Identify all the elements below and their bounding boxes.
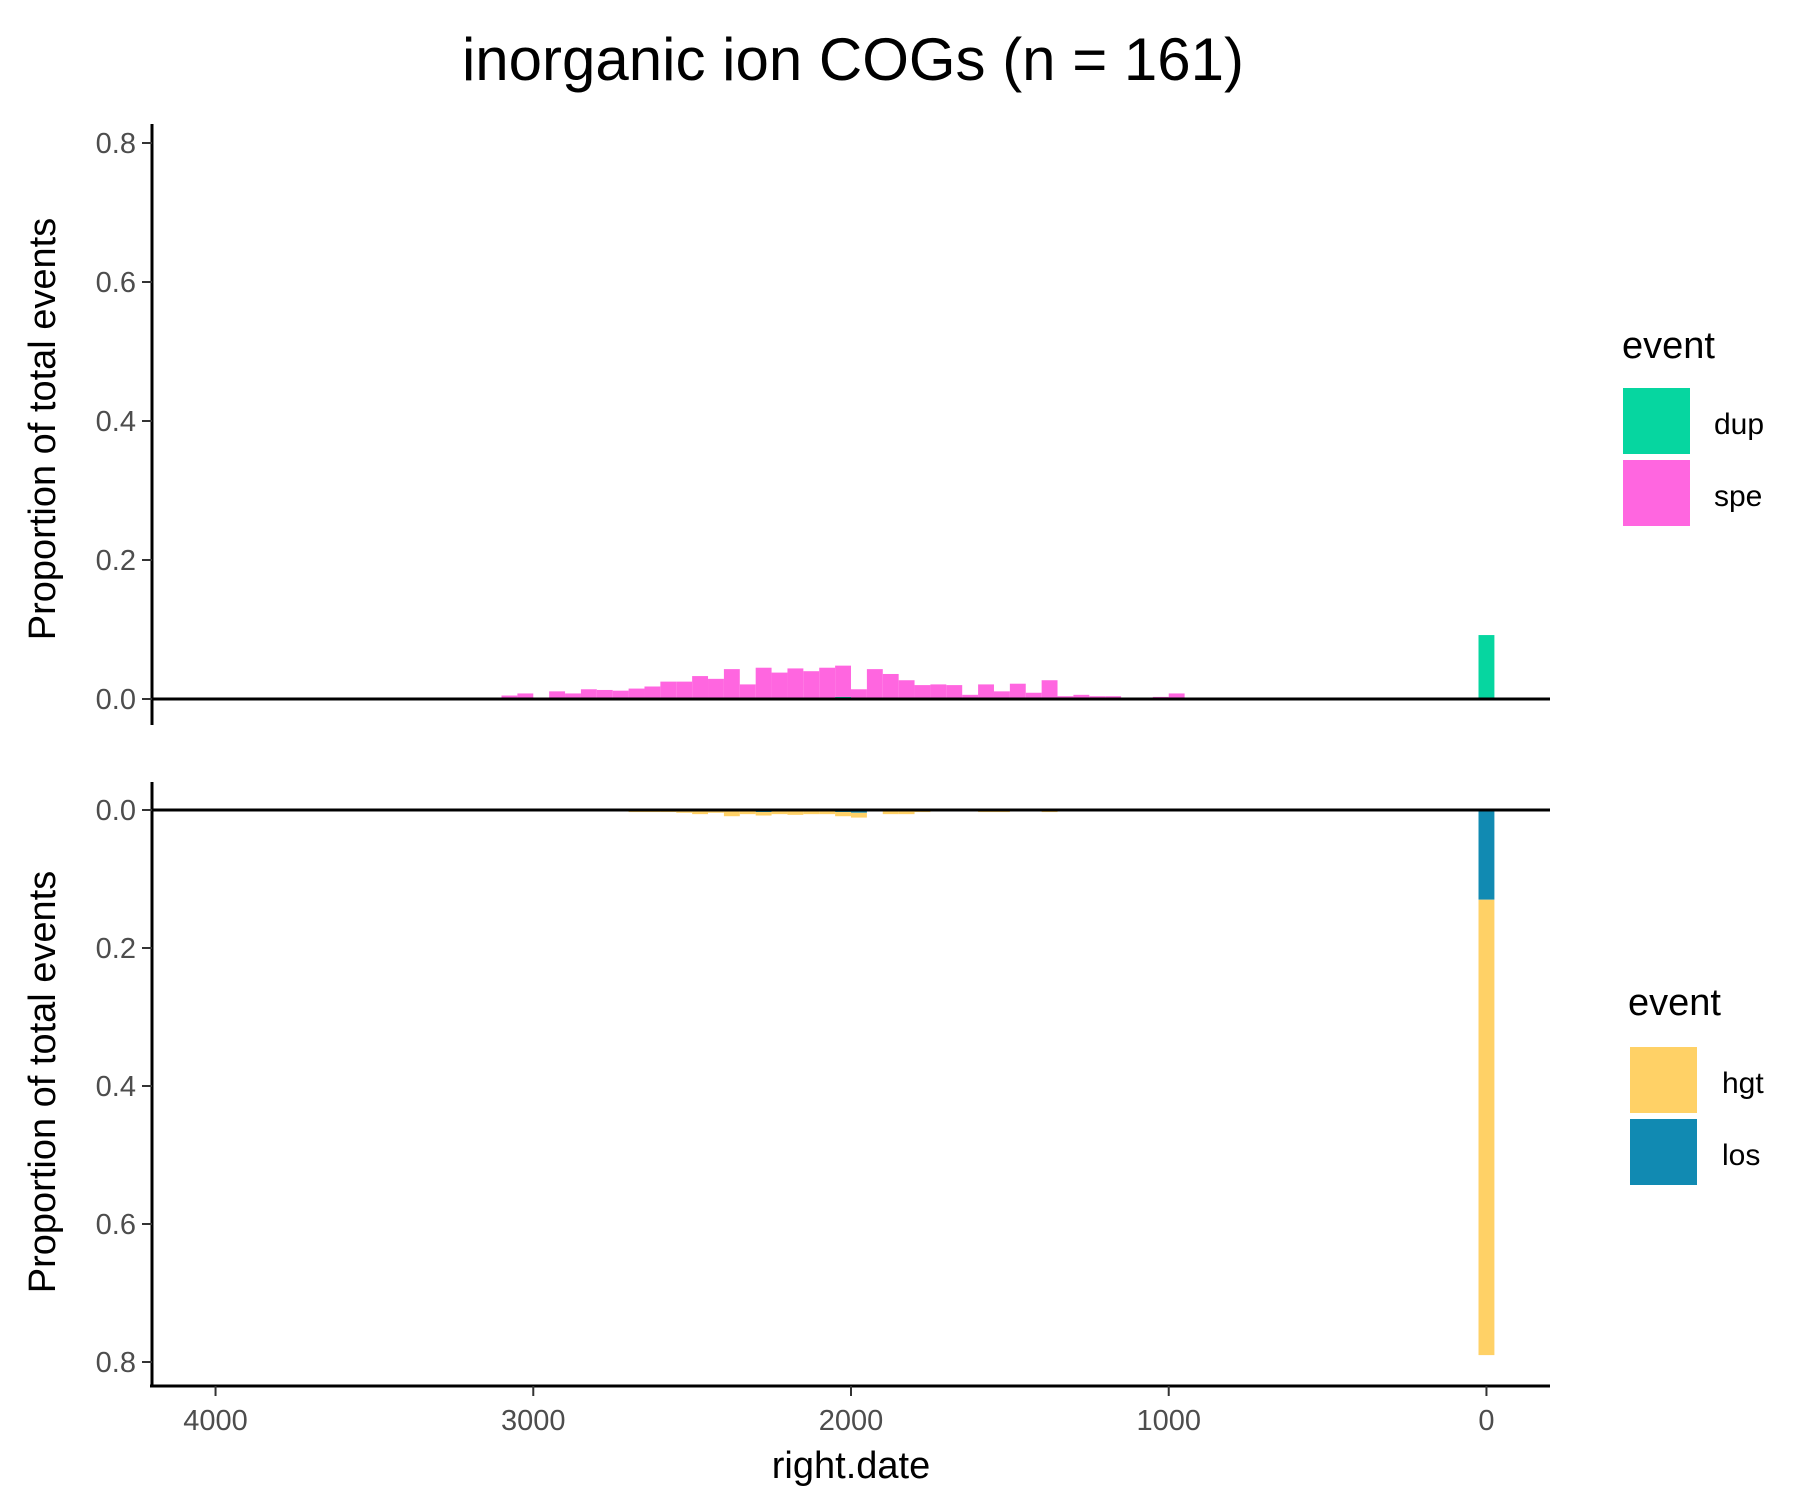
bar-spe [1073,694,1090,699]
bar-spe [628,688,645,699]
legend-top: event dup spe [1622,325,1764,526]
y-tick-label: 0.0 [96,684,136,716]
panel-bottom-y-ticks: 0.0 0.2 0.4 0.6 0.8 [96,795,152,1379]
bar-hgt [723,811,740,817]
bar-spe [517,693,534,698]
y-tick-label: 0.0 [96,795,136,827]
bar-spe [1168,693,1185,699]
bar-hgt [835,812,851,817]
panel-bottom-bars [628,810,1495,1356]
y-tick-label: 0.4 [96,406,136,438]
x-tick-label: 0 [1478,1405,1494,1437]
legend-bottom-swatch-los [1630,1119,1697,1185]
legend-top-title: event [1622,325,1715,367]
y-tick-label: 0.6 [96,267,136,299]
y-tick-label: 0.2 [96,933,136,965]
bar-spe [565,693,581,699]
bar-spe [580,689,597,699]
bar-spe [644,686,661,699]
bar-spe [1009,683,1026,699]
legend-top-swatch-dup [1623,388,1690,454]
bar-spe [708,678,724,698]
bar-los [1478,810,1495,900]
bar-hgt [898,811,915,815]
bar-spe [882,673,899,699]
x-axis-title: right.date [772,1445,930,1487]
bar-hgt [882,811,899,815]
y-tick-label: 0.8 [96,1347,136,1379]
bar-spe [835,665,851,697]
panel-bottom-y-axis-title: Proportion of total events [22,871,64,1293]
bar-hgt [771,810,788,815]
y-tick-label: 0.6 [96,1209,136,1241]
legend-top-label-dup: dup [1714,408,1764,441]
bar-spe [692,676,709,699]
bar-spe [866,669,883,699]
bar-spe [549,691,566,699]
bar-spe [612,690,629,699]
legend-bottom-swatch-hgt [1630,1047,1697,1113]
y-tick-label: 0.2 [96,545,136,577]
x-tick-label: 3000 [501,1405,566,1437]
x-ticks: 4000 3000 2000 1000 0 [183,1386,1495,1437]
bar-spe [676,681,693,699]
y-tick-label: 0.4 [96,1071,136,1103]
bar-spe [739,684,756,699]
bar-hgt [755,812,772,816]
x-tick-label: 1000 [1136,1405,1201,1437]
bar-spe [1041,680,1058,699]
panel-top-y-ticks: 0.0 0.2 0.4 0.6 0.8 [96,128,152,716]
bar-hgt [787,811,804,815]
panel-top: 0.0 0.2 0.4 0.6 0.8 Proportion of total even… [22,124,1550,725]
bar-spe [771,672,788,699]
legend-bottom-label-hgt: hgt [1722,1067,1764,1100]
chart-title: inorganic ion COGs (n = 161) [462,26,1244,93]
legend-bottom-label-los: los [1722,1139,1760,1172]
bar-spe [596,689,613,699]
bar-spe [723,669,740,699]
bar-spe [993,691,1010,699]
bar-hgt [1478,899,1495,1356]
bar-dup [1478,635,1495,699]
x-tick-label: 2000 [819,1405,884,1437]
bar-spe [803,671,820,699]
legend-top-label-spe: spe [1714,480,1762,513]
bar-spe [787,668,804,698]
legend-top-swatch-spe [1623,460,1690,526]
bar-spe [946,685,963,699]
bar-hgt [739,810,756,815]
bar-spe [660,681,677,699]
bar-spe [501,695,518,699]
bar-hgt [819,810,836,815]
bar-spe [819,667,836,699]
bar-spe [1025,692,1042,699]
panel-top-bars [501,635,1495,700]
bar-hgt [803,810,820,815]
bar-spe [962,694,979,698]
y-tick-label: 0.8 [96,128,136,160]
bar-spe [914,685,931,699]
bar-spe [898,680,915,699]
legend-bottom: event hgt los [1628,982,1764,1185]
bar-spe [755,667,772,699]
panel-bottom: 0.0 0.2 0.4 0.6 0.8 Proportion of total even… [22,782,1550,1388]
panel-top-y-axis-title: Proportion of total events [22,218,64,640]
bar-spe [851,689,867,698]
bar-hgt [851,812,867,818]
bar-spe [978,684,994,699]
legend-bottom-title: event [1628,982,1721,1024]
bar-hgt [692,810,709,815]
bar-spe [930,684,947,699]
x-tick-label: 4000 [183,1405,248,1437]
